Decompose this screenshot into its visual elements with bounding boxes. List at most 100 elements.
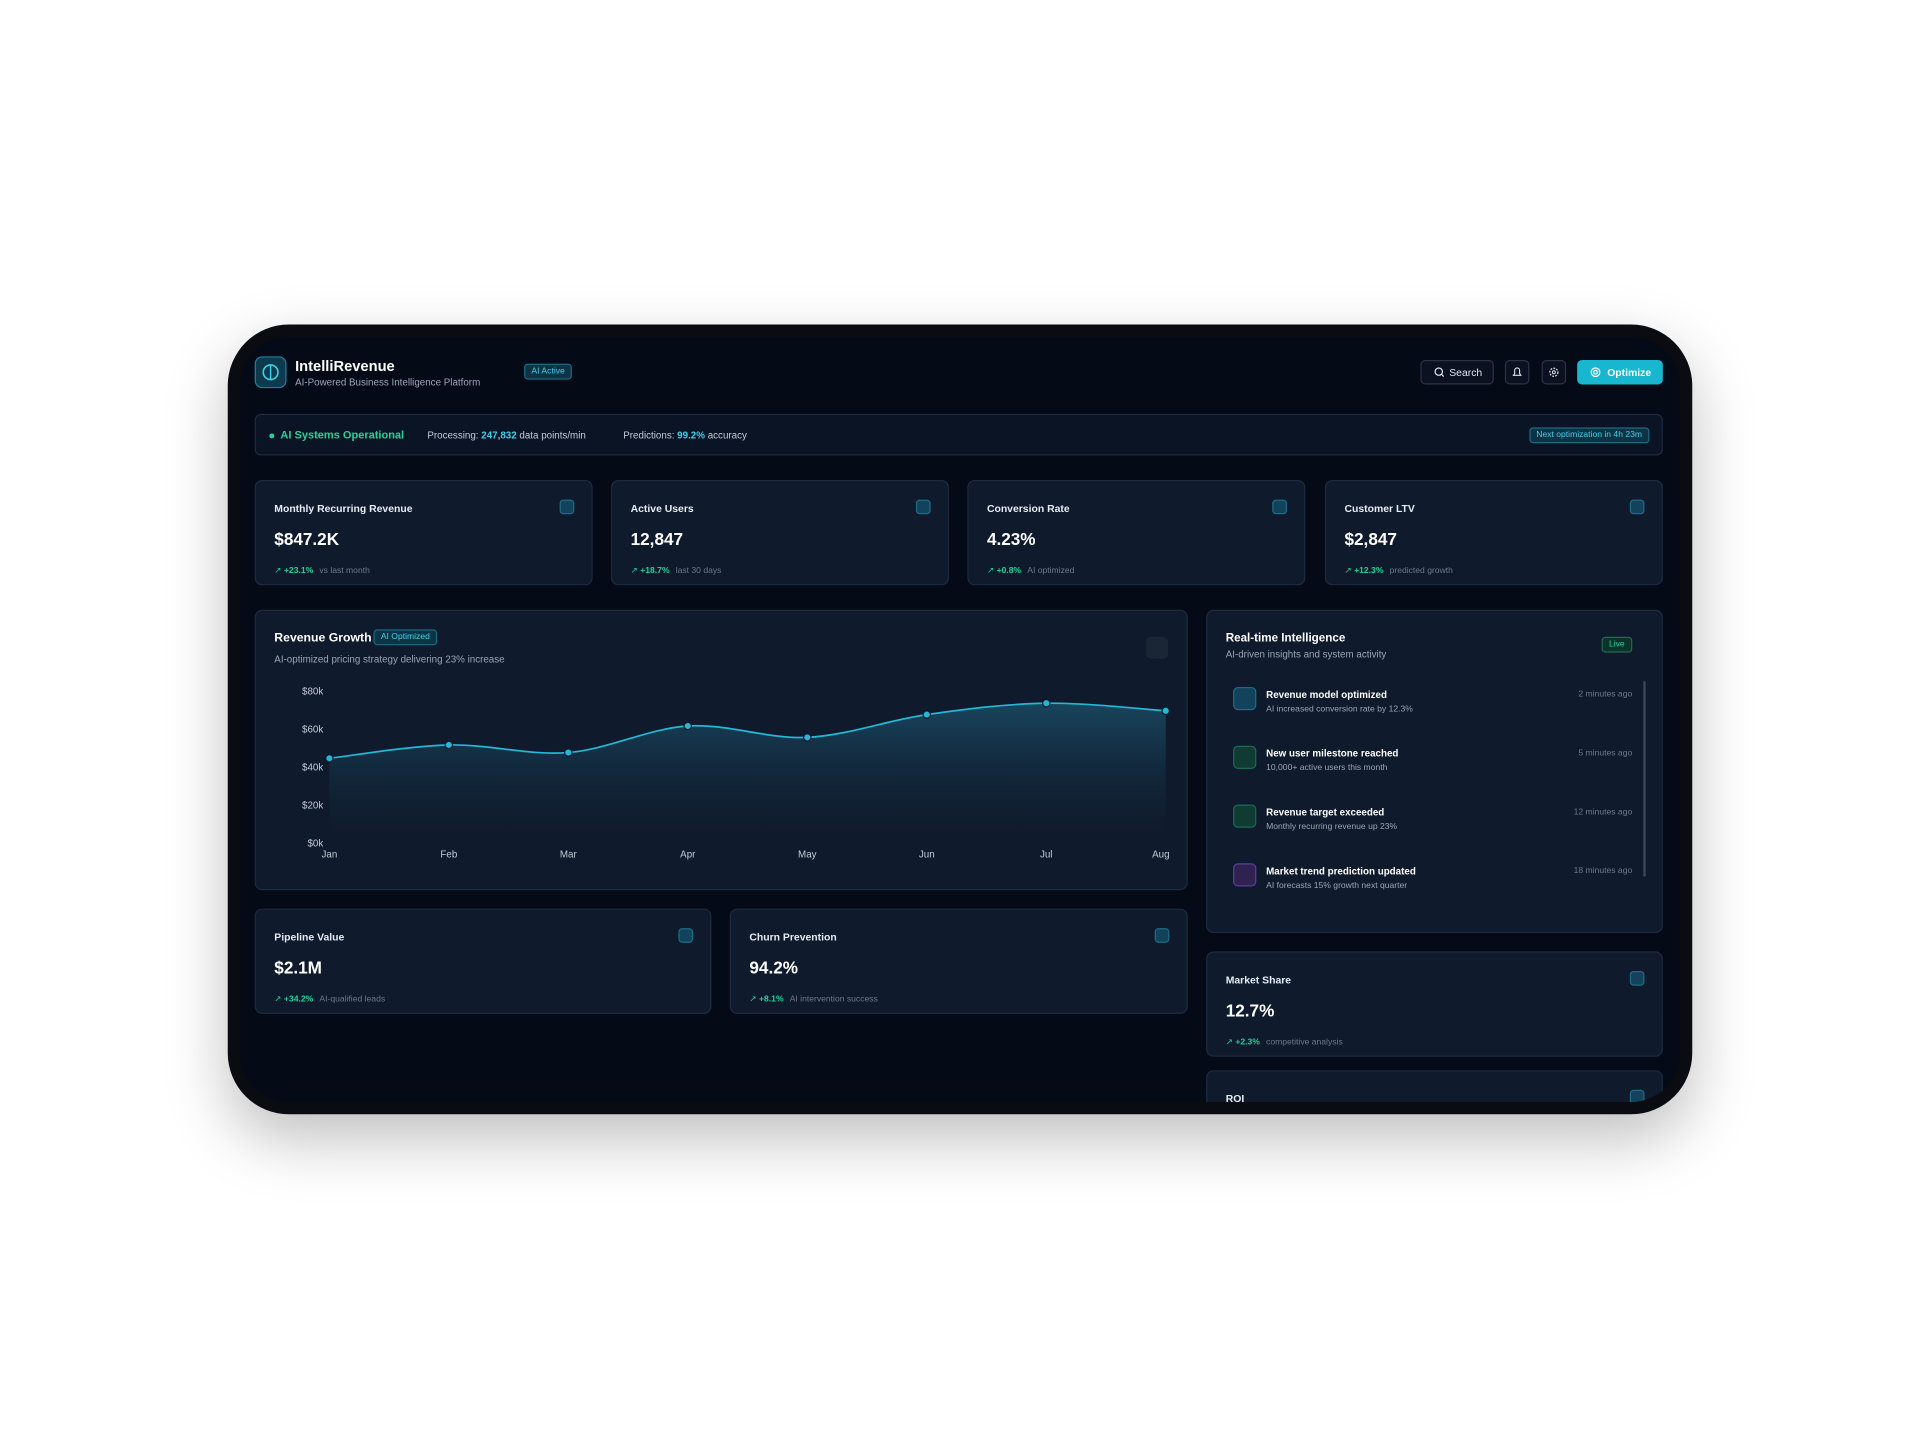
kpi-icon bbox=[1629, 1089, 1645, 1103]
kpi-note: AI intervention success bbox=[789, 995, 878, 1005]
kpi-icon bbox=[915, 499, 931, 515]
kpi-icon bbox=[1629, 971, 1645, 986]
point bbox=[564, 748, 573, 757]
trend-icon: ↗ bbox=[630, 566, 638, 576]
kpi-card: Customer LTV $2,847 ↗ +12.3% predicted growt… bbox=[1324, 480, 1663, 586]
processing-label: Processing: bbox=[427, 429, 479, 441]
x-tick-label: Jul bbox=[1040, 849, 1053, 860]
y-tick-label: $20k bbox=[302, 800, 323, 811]
status-bar: AI Systems Operational Processing: 247,83… bbox=[254, 413, 1663, 456]
kpi-change-row: ↗ +34.2% AI-qualified leads bbox=[274, 986, 385, 1008]
search-button[interactable]: Search bbox=[1420, 360, 1494, 385]
activity-icon bbox=[1233, 804, 1257, 828]
activity-item-desc: AI forecasts 15% growth next quarter bbox=[1266, 881, 1408, 891]
kpi-note: AI optimized bbox=[1027, 566, 1075, 576]
kpi-change-row: ↗ +8.1% AI intervention success bbox=[749, 986, 877, 1008]
point bbox=[922, 710, 932, 719]
activity-item-time: 2 minutes ago bbox=[1578, 690, 1633, 700]
chart-title: Revenue Growth bbox=[274, 631, 372, 646]
chart-subtitle: AI-optimized pricing strategy delivering… bbox=[274, 653, 505, 665]
screen: IntelliRevenue AI-Powered Business Intell… bbox=[240, 336, 1680, 1103]
scrollbar bbox=[1643, 680, 1646, 877]
kpi-note: last 30 days bbox=[675, 566, 722, 576]
point bbox=[683, 721, 693, 731]
kpi-change-row: ↗ +23.1% vs last month bbox=[274, 557, 370, 579]
trend-icon: ↗ bbox=[274, 995, 282, 1005]
gear-icon bbox=[1549, 367, 1559, 377]
area bbox=[329, 703, 1166, 844]
trend-icon: ↗ bbox=[1344, 566, 1352, 576]
activity-item-desc: 10,000+ active users this month bbox=[1266, 764, 1388, 773]
activity-item-time: 18 minutes ago bbox=[1573, 866, 1633, 876]
activity-card: Real-time Intelligence AI-driven insights… bbox=[1206, 609, 1663, 934]
kpi-change-row: ↗ +12.3% predicted growth bbox=[1344, 557, 1452, 579]
status-label: AI Systems Operational bbox=[280, 428, 405, 441]
y-tick-label: $0k bbox=[307, 838, 323, 849]
activity-item-time: 12 minutes ago bbox=[1573, 808, 1633, 817]
chart-card: Revenue Growth AI Optimized AI-optimized p… bbox=[254, 609, 1188, 891]
x-tick-label: May bbox=[798, 849, 817, 860]
processing-unit: data points/min bbox=[519, 429, 586, 441]
x-tick-label: Jan bbox=[321, 849, 337, 860]
kpi-title: Monthly Recurring Revenue bbox=[274, 502, 413, 515]
kpi-icon bbox=[1154, 928, 1170, 943]
kpi-note: AI-qualified leads bbox=[319, 995, 386, 1005]
x-tick-label: Aug bbox=[1152, 849, 1169, 860]
chart-action[interactable] bbox=[1146, 636, 1169, 659]
kpi-icon bbox=[1629, 499, 1645, 515]
kpi-card: Churn Prevention 94.2% ↗ +8.1% AI interventi… bbox=[729, 908, 1188, 1014]
kpi-title: Market Share bbox=[1225, 973, 1292, 986]
activity-item-title: Revenue model optimized bbox=[1266, 689, 1387, 701]
kpi-title: Pipeline Value bbox=[274, 930, 345, 943]
kpi-icon bbox=[1272, 499, 1287, 515]
kpi-value: 94.2% bbox=[749, 957, 799, 978]
kpi-value: $847.2K bbox=[274, 528, 340, 549]
kpi-card: ROI bbox=[1206, 1070, 1663, 1103]
kpi-value: 4.23% bbox=[986, 528, 1036, 549]
settings-button[interactable] bbox=[1541, 360, 1567, 385]
chart-badge: AI Optimized bbox=[373, 629, 438, 646]
kpi-icon bbox=[678, 928, 694, 943]
point bbox=[1041, 698, 1051, 708]
kpi-title: ROI bbox=[1225, 1092, 1245, 1103]
x-tick-label: Mar bbox=[560, 849, 578, 860]
point bbox=[803, 733, 812, 742]
activity-subtitle: AI-driven insights and system activity bbox=[1225, 648, 1387, 660]
kpi-icon bbox=[559, 499, 575, 515]
logo bbox=[254, 356, 287, 389]
live-badge: Live bbox=[1601, 636, 1633, 653]
kpi-change-row: ↗ +18.7% last 30 days bbox=[631, 557, 722, 579]
kpi-card: Pipeline Value $2.1M ↗ +34.2% AI-qualified l… bbox=[254, 908, 712, 1014]
predictions-value: 99.2% bbox=[677, 429, 705, 441]
activity-item-title: New user milestone reached bbox=[1266, 748, 1399, 760]
y-tick-label: $40k bbox=[302, 762, 323, 773]
ai-badge: AI Active bbox=[524, 363, 573, 380]
point bbox=[444, 740, 454, 750]
x-tick-label: Feb bbox=[440, 849, 457, 860]
next-optimization: Next optimization in 4h 23m bbox=[1528, 427, 1650, 444]
optimize-button[interactable]: Optimize bbox=[1577, 360, 1663, 385]
app-title: IntelliRevenue bbox=[295, 357, 395, 375]
kpi-note: predicted growth bbox=[1389, 566, 1453, 576]
line-chart: $0k $20k $40k $60k $80k Jan Feb Mar Apr May Jun Jul… bbox=[302, 686, 1171, 860]
activity-item-desc: AI increased conversion rate by 12.3% bbox=[1266, 705, 1413, 714]
predictions-unit: accuracy bbox=[707, 429, 747, 441]
kpi-change: +2.3% bbox=[1235, 1038, 1260, 1047]
activity-item-time: 5 minutes ago bbox=[1578, 749, 1633, 758]
activity-item-desc: Monthly recurring revenue up 23% bbox=[1266, 822, 1398, 832]
kpi-note: competitive analysis bbox=[1266, 1038, 1343, 1047]
kpi-card: Conversion Rate 4.23% ↗ +0.8% AI optimized bbox=[967, 480, 1306, 586]
x-tick-label: Jun bbox=[919, 849, 935, 860]
logo-icon bbox=[262, 364, 279, 381]
kpi-title: Churn Prevention bbox=[749, 930, 837, 943]
activity-icon bbox=[1233, 863, 1257, 887]
y-tick-label: $80k bbox=[302, 686, 323, 697]
kpi-card: Monthly Recurring Revenue $847.2K ↗ +23.1% v… bbox=[254, 480, 593, 586]
bell-icon bbox=[1512, 367, 1522, 376]
kpi-title: Active Users bbox=[630, 502, 694, 515]
kpi-value: $2.1M bbox=[274, 957, 322, 978]
notifications-button[interactable] bbox=[1504, 360, 1530, 385]
optimize-label: Optimize bbox=[1607, 366, 1652, 379]
app-subtitle: AI-Powered Business Intelligence Platfor… bbox=[295, 377, 481, 389]
